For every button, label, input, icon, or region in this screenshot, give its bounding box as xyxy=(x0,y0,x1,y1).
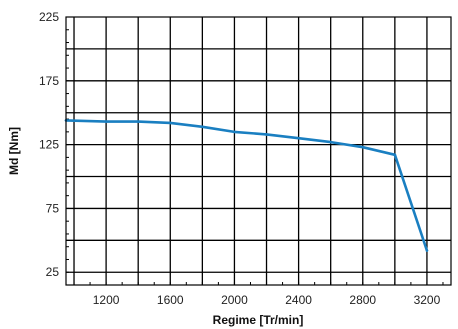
plot-frame xyxy=(65,16,452,286)
x-tick-label: 2800 xyxy=(349,293,376,307)
data-point xyxy=(104,120,108,123)
grid xyxy=(66,16,451,286)
x-tick-label: 2000 xyxy=(221,293,248,307)
y-tick-label: 175 xyxy=(39,74,59,88)
tick-labels: 1200 1600 2000 2400 2800 3200 25 75 125 175 225 xyxy=(39,10,441,307)
x-axis-title: Regime [Tr/min] xyxy=(213,313,304,327)
plot-background xyxy=(66,17,451,285)
data-point xyxy=(265,133,268,136)
data-point xyxy=(201,125,204,129)
y-tick-label: 25 xyxy=(46,265,60,279)
data-point xyxy=(297,136,300,140)
data-point xyxy=(168,121,172,125)
data-point xyxy=(425,249,429,252)
data-point xyxy=(361,145,365,149)
y-axis-title: Md [Nm] xyxy=(7,127,21,175)
y-tick-label: 75 xyxy=(46,201,60,215)
data-point xyxy=(233,130,236,134)
series-layer xyxy=(64,119,429,252)
x-tick-label: 1200 xyxy=(93,293,120,307)
data-point xyxy=(136,120,140,123)
x-tick-label: 3200 xyxy=(414,293,441,307)
y-tick-label: 125 xyxy=(39,138,59,152)
data-point xyxy=(393,153,397,157)
x-tick-label: 2400 xyxy=(285,293,312,307)
torque-curve xyxy=(64,119,429,252)
x-tick-label: 1600 xyxy=(157,293,184,307)
y-tick-label: 225 xyxy=(39,10,59,24)
data-point xyxy=(329,140,332,144)
